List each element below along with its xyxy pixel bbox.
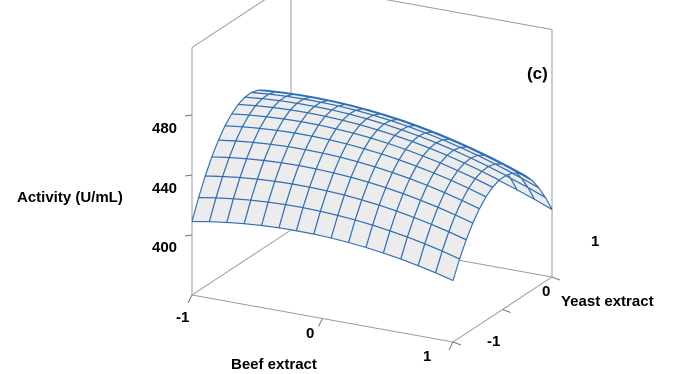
box-edge-7	[191, 229, 292, 296]
x-tick-1: 1	[423, 348, 431, 365]
axis-ticks	[184, 114, 561, 351]
z-tick-mark-440	[184, 174, 193, 177]
box-edge-3	[191, 0, 266, 48]
x-tick-mark--1	[187, 294, 193, 304]
z-tick-400: 400	[152, 239, 177, 256]
z-axis-title: Activity (U/mL)	[17, 189, 123, 206]
y-tick-mark--1	[452, 341, 462, 346]
y-tick-neg1: -1	[487, 333, 500, 350]
x-axis-title: Beef extract	[231, 356, 317, 373]
y-axis-title: Yeast extract	[561, 293, 654, 310]
x-tick-0: 0	[306, 325, 314, 342]
y-tick-1: 1	[591, 233, 599, 250]
x-tick-mark-1	[448, 341, 454, 351]
box-edge-4	[385, 0, 553, 30]
y-tick-mark-1	[551, 276, 561, 281]
z-tick-480: 480	[152, 120, 177, 137]
x-tick-mark-0	[318, 318, 323, 327]
y-tick-mark-0	[502, 309, 511, 313]
y-tick-0: 0	[542, 283, 550, 300]
panel-label: (c)	[527, 64, 548, 83]
z-tick-440: 440	[152, 180, 177, 197]
x-tick-neg1: -1	[176, 309, 189, 326]
z-tick-mark-400	[184, 234, 193, 237]
response-surface	[191, 89, 553, 282]
surface-cell-14-0	[435, 250, 461, 282]
z-tick-mark-480	[184, 114, 193, 117]
